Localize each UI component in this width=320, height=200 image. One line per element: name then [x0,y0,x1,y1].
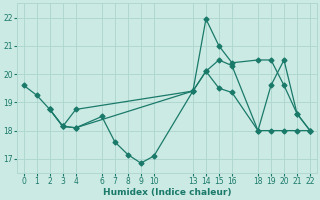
X-axis label: Humidex (Indice chaleur): Humidex (Indice chaleur) [103,188,231,197]
